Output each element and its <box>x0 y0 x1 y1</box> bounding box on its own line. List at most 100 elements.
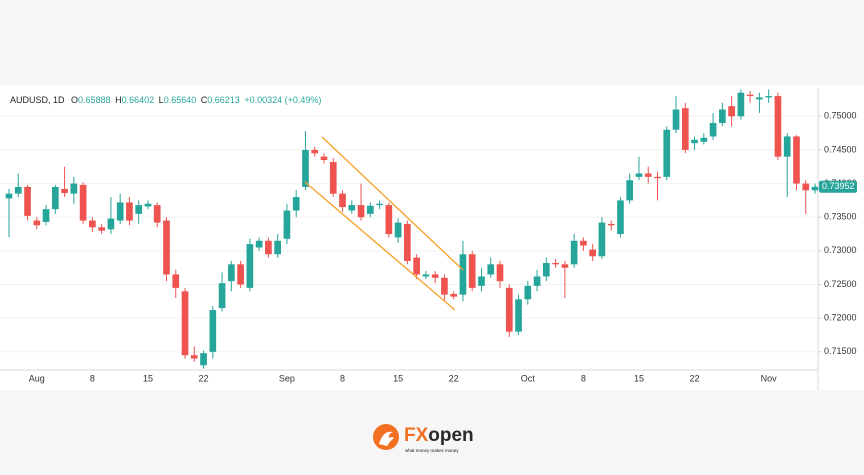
candle-body <box>783 136 791 157</box>
candle-body <box>42 209 50 222</box>
candle-body <box>709 122 717 137</box>
candle-body <box>366 205 374 214</box>
logo-icon-shape <box>379 431 394 446</box>
candle-body <box>51 186 59 210</box>
x-tick-label: 8 <box>581 373 586 383</box>
y-tick-label: 0.72000 <box>824 313 857 323</box>
candle-body <box>607 223 615 226</box>
candle-body <box>719 109 726 123</box>
candle-body <box>441 277 448 295</box>
candle-body <box>79 184 87 221</box>
candle-body <box>746 94 754 97</box>
candle-body <box>533 276 541 286</box>
x-tick-label: 22 <box>199 373 209 383</box>
candle-body <box>33 220 41 226</box>
candle-body <box>756 97 763 100</box>
top-band <box>0 0 864 85</box>
candle-body <box>635 173 643 177</box>
candle-body <box>728 106 735 117</box>
candle-body <box>107 218 115 230</box>
logo-text: FXopen <box>404 425 474 446</box>
candle-body <box>580 240 587 246</box>
candle-body <box>274 240 282 255</box>
chart-panel <box>0 85 864 390</box>
channel-lower <box>304 181 456 311</box>
candle-body <box>681 108 689 150</box>
candle-body <box>515 299 522 332</box>
y-tick-label: 0.73000 <box>824 245 857 255</box>
x-tick-label: Aug <box>29 373 45 383</box>
logo-fx: FX <box>404 425 429 446</box>
candle-body <box>431 274 439 278</box>
candle-body <box>163 220 170 275</box>
candle-body <box>505 287 513 332</box>
candle-body <box>348 205 356 211</box>
last-price-label: 0.73952 <box>822 181 855 191</box>
last-price-tag <box>819 180 857 193</box>
candle-body <box>524 285 532 300</box>
x-tick-label: 15 <box>634 373 644 383</box>
candle-body <box>478 276 485 286</box>
change: +0.00324 (+0.49%) <box>244 95 321 105</box>
candle-body <box>811 186 819 191</box>
candle-body <box>153 205 161 223</box>
ohlc-key: H <box>115 95 122 105</box>
candle-body <box>496 264 504 282</box>
x-tick-label: 22 <box>690 373 700 383</box>
candle-body <box>126 202 133 221</box>
candle-body <box>89 220 96 228</box>
logo: FXopen what money makes money <box>373 424 474 453</box>
candle-body <box>200 353 207 366</box>
candle-body <box>793 136 800 184</box>
candle-body <box>672 109 680 130</box>
candle-body <box>737 92 745 117</box>
candle-body <box>802 183 810 191</box>
candle-body <box>24 186 31 216</box>
candle-body <box>487 264 495 275</box>
candle-body <box>292 197 300 211</box>
candle-body <box>589 249 596 257</box>
candle-body <box>422 274 430 277</box>
ohlc-value: 0.66213 <box>207 95 240 105</box>
candle-body <box>570 240 578 265</box>
candle-body <box>181 291 189 356</box>
candle-body <box>394 222 402 238</box>
candle-body <box>70 183 78 194</box>
candle-body <box>626 180 634 201</box>
ohlc-value: 0.65640 <box>164 95 197 105</box>
candle-body <box>385 205 393 235</box>
candle-body <box>617 200 624 235</box>
candle-body <box>14 186 22 194</box>
candle-body <box>302 149 309 187</box>
y-tick-label: 0.72500 <box>824 279 857 289</box>
candle-body <box>774 96 782 157</box>
candle-body <box>765 96 773 98</box>
candle-body <box>5 193 13 199</box>
candle-body <box>404 223 411 261</box>
candle-body <box>357 205 365 218</box>
logo-tagline: what money makes money <box>405 448 459 453</box>
candle-body <box>218 283 226 309</box>
ohlc-key: L <box>159 95 164 105</box>
candle-body <box>663 129 671 177</box>
candle-body <box>339 193 346 208</box>
candle-body <box>283 210 291 239</box>
y-tick-label: 0.74500 <box>824 144 857 154</box>
candle-body <box>311 149 319 154</box>
candle-body <box>376 203 383 206</box>
y-tick-label: 0.75000 <box>824 111 857 121</box>
candle-body <box>228 264 235 282</box>
candle-body <box>265 240 272 255</box>
ohlc-key: O <box>71 95 78 105</box>
x-tick-label: Nov <box>761 373 778 383</box>
x-tick-label: Sep <box>279 373 295 383</box>
ohlc-value: 0.65888 <box>78 95 111 105</box>
candle-body <box>654 176 661 179</box>
x-tick-label: Oct <box>521 373 536 383</box>
x-tick-label: 15 <box>393 373 403 383</box>
candle-body <box>700 137 708 142</box>
candle-body <box>459 254 467 295</box>
candles <box>0 89 819 369</box>
candle-body <box>468 254 476 288</box>
